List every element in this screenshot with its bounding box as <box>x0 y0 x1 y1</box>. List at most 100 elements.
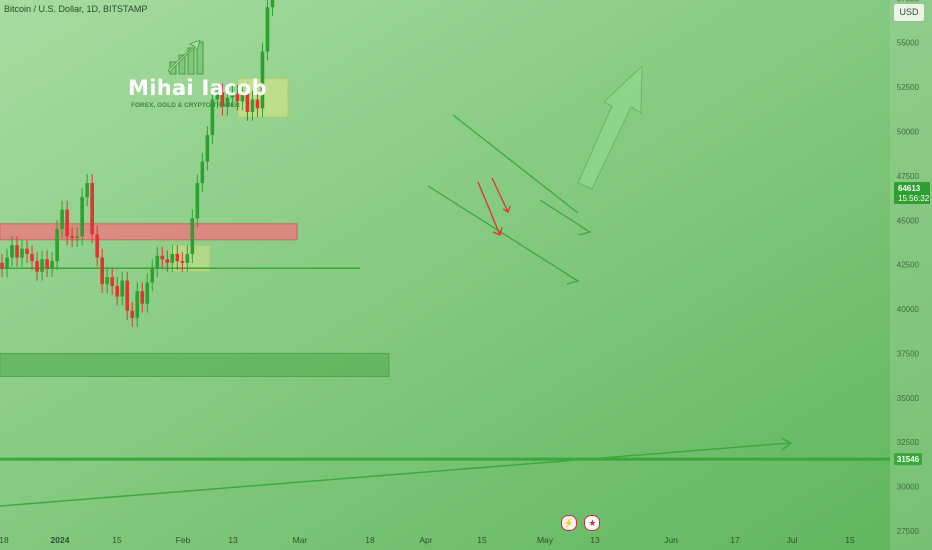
currency-button[interactable]: USD <box>893 3 925 22</box>
red-arrow <box>477 181 503 236</box>
candle-body <box>30 253 34 262</box>
candle-body <box>165 259 170 263</box>
candle-body <box>55 229 59 262</box>
candle-body <box>10 245 14 258</box>
candle-body <box>50 261 54 269</box>
candle-body <box>70 236 74 239</box>
candle-body <box>15 245 19 258</box>
y-tick-label: 42500 <box>897 261 920 270</box>
candle-body <box>270 0 275 8</box>
candle-body <box>260 51 265 109</box>
candle-body <box>60 209 64 230</box>
y-tick-label: 32500 <box>897 438 920 447</box>
candle-body <box>115 285 120 297</box>
trend-arrow-head <box>780 437 793 451</box>
red-arrow <box>491 177 511 213</box>
chart-bars-logo-icon <box>167 39 204 75</box>
candle-body <box>85 182 89 198</box>
candle-body <box>35 261 39 272</box>
candle-body <box>110 277 114 286</box>
candle-body <box>100 257 104 285</box>
red-zone <box>0 223 298 241</box>
logo-name: Mihai Iacob <box>128 76 267 100</box>
candle-body <box>185 253 190 263</box>
x-tick-label: 13 <box>590 535 600 545</box>
x-tick-label: 18 <box>365 535 375 545</box>
candle-body <box>0 262 4 269</box>
x-tick-label: 17 <box>730 535 740 545</box>
candle-body <box>160 255 165 260</box>
x-tick-label: May <box>537 535 554 545</box>
candle-body <box>170 253 175 263</box>
x-tick-label: 15 <box>477 535 487 545</box>
last-price-label: 64613 <box>898 184 921 193</box>
candle-body <box>130 310 135 318</box>
candle-body <box>45 259 49 269</box>
x-tick-label: 13 <box>228 535 238 545</box>
y-tick-label: 47500 <box>897 172 920 181</box>
candle-body <box>40 259 44 272</box>
bullish-arrow <box>577 64 643 190</box>
x-tick-label: 18 <box>0 535 9 545</box>
x-tick-label: Jul <box>787 535 798 545</box>
candle-body <box>175 253 180 262</box>
x-tick-label: 2024 <box>51 535 70 545</box>
candle-body <box>265 7 270 52</box>
y-tick-label: 27500 <box>897 527 920 536</box>
candle-body <box>75 236 79 239</box>
x-tick-label: Jun <box>664 535 678 545</box>
y-tick-label: 45000 <box>897 216 920 225</box>
channel-bottom-line <box>427 185 579 282</box>
x-tick-label: Apr <box>419 535 432 545</box>
candle-body <box>5 257 9 269</box>
y-tick-label: 40000 <box>897 305 920 314</box>
x-tick-label: Feb <box>176 535 191 545</box>
candle-body <box>235 94 240 102</box>
logo: Mihai Iacob FOREX, GOLD & CRYPTO TRADER <box>128 38 268 118</box>
candle-body <box>25 248 29 254</box>
candle-body <box>65 209 69 237</box>
y-tick-label: 57500 <box>897 0 920 3</box>
candle-body <box>95 234 99 258</box>
candle-body <box>195 182 200 219</box>
candle-body <box>125 280 130 311</box>
chart-title: Bitcoin / U.S. Dollar, 1D, BITSTAMP <box>4 4 148 14</box>
y-tick-label: 35000 <box>897 394 920 403</box>
candle-body <box>135 291 140 318</box>
candle-body <box>145 282 150 304</box>
candle-body <box>90 182 94 235</box>
channel-top-line <box>452 114 579 214</box>
x-tick-label: 15 <box>112 535 122 545</box>
candle-body <box>205 135 210 162</box>
price-tag-31546-bg <box>894 453 922 466</box>
candle-body <box>215 92 220 100</box>
candle-body <box>250 99 255 112</box>
price-tag-31546: 31546 <box>897 455 920 464</box>
candle-body <box>200 161 205 183</box>
flash-icon[interactable]: ⚡ <box>561 515 577 531</box>
x-tick-label: Mar <box>293 535 308 545</box>
trend-line <box>0 442 791 507</box>
y-tick-label: 50000 <box>897 127 920 136</box>
candle-body <box>190 218 195 254</box>
candle-body <box>180 261 185 263</box>
candle-body <box>120 280 125 297</box>
last-price-bg <box>894 182 930 204</box>
candle-body <box>255 99 260 109</box>
candle-body <box>225 97 230 107</box>
y-tick-label: 37500 <box>897 349 920 358</box>
candle-body <box>150 268 155 283</box>
countdown-label: 15:56:32 <box>898 194 930 203</box>
y-tick-label: 55000 <box>897 39 920 48</box>
candle-body <box>80 197 84 237</box>
y-tick-label: 30000 <box>897 483 920 492</box>
candle-body <box>245 92 250 112</box>
candle-body <box>210 99 215 136</box>
green-zone <box>0 352 390 378</box>
us-flag-icon[interactable]: ★ <box>584 515 601 531</box>
candle-body <box>105 277 109 285</box>
candle-body <box>220 92 225 107</box>
candle-body <box>230 94 235 98</box>
